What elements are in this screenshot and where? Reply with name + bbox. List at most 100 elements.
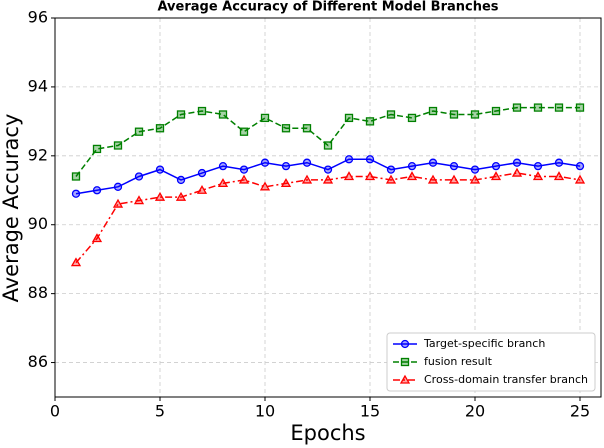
plot-frame (54, 17, 602, 398)
point (218, 162, 228, 171)
point (134, 127, 144, 136)
point (91, 233, 103, 243)
y-tick-label: 86 (28, 352, 48, 371)
x-tick-label: 0 (50, 402, 60, 421)
point (448, 174, 460, 184)
x-tick-label: 15 (360, 402, 380, 421)
x-tick-label: 5 (155, 402, 165, 421)
point (364, 171, 376, 181)
point (197, 168, 207, 178)
point (260, 113, 270, 123)
x-tick-label: 20 (465, 402, 485, 421)
legend-label: Target-specific branch (423, 337, 545, 350)
point (155, 124, 165, 133)
x-tick-label: 25 (570, 402, 590, 421)
point (575, 103, 585, 112)
legend-label: fusion result (424, 355, 493, 368)
point (71, 172, 81, 181)
point (512, 103, 522, 112)
y-tick-label: 90 (28, 214, 48, 233)
point (554, 158, 564, 167)
point (134, 172, 144, 181)
legend-label: Cross-domain transfer branch (424, 373, 588, 386)
point (70, 257, 82, 267)
point (491, 162, 501, 171)
point (92, 186, 102, 195)
point (280, 178, 292, 188)
legend-marker (400, 357, 410, 367)
point (197, 106, 207, 116)
point (533, 162, 543, 171)
line (75, 106, 580, 177)
point (281, 124, 291, 133)
point (113, 182, 123, 191)
point (386, 165, 396, 174)
point (301, 174, 313, 184)
point (533, 103, 543, 112)
point (302, 124, 312, 133)
point (112, 198, 124, 208)
point (365, 117, 375, 126)
point (239, 165, 249, 174)
point (343, 171, 355, 181)
point (92, 144, 102, 154)
point (386, 110, 396, 119)
point (407, 162, 417, 171)
point (427, 174, 439, 184)
y-axis-label: Average Accuracy (0, 114, 23, 303)
point (407, 113, 417, 123)
x-axis-label: Epochs (290, 421, 365, 445)
point (239, 127, 249, 136)
y-tick-label: 88 (28, 283, 48, 302)
point (176, 110, 186, 119)
series (71, 103, 585, 181)
point (133, 195, 145, 205)
point (175, 191, 187, 201)
point (512, 158, 522, 167)
point (155, 165, 165, 174)
point (428, 106, 438, 116)
point (344, 155, 354, 164)
point (449, 110, 459, 119)
point (196, 184, 208, 194)
point (259, 181, 271, 191)
series (70, 167, 586, 267)
legend-marker (399, 374, 411, 384)
y-tick-label: 92 (28, 145, 48, 164)
point (428, 158, 438, 167)
point (323, 141, 333, 150)
point (176, 175, 186, 185)
point (302, 158, 312, 167)
point (490, 171, 502, 181)
legend-box (386, 332, 596, 392)
point (71, 189, 81, 198)
point (554, 103, 564, 112)
point (406, 171, 418, 181)
point (470, 110, 480, 119)
point (532, 171, 544, 181)
point (575, 162, 585, 171)
point (469, 174, 481, 184)
point (365, 155, 375, 164)
point (238, 174, 250, 184)
point (491, 106, 501, 116)
y-tick-label: 96 (28, 8, 48, 27)
line (75, 172, 581, 264)
point (217, 178, 229, 188)
point (218, 110, 228, 119)
point (574, 174, 586, 184)
point (154, 191, 166, 201)
point (553, 171, 565, 181)
x-tick-label: 10 (255, 402, 275, 421)
point (470, 165, 480, 174)
series (71, 155, 585, 198)
point (344, 113, 354, 123)
point (322, 174, 334, 184)
point (113, 141, 123, 150)
y-tick-label: 94 (28, 76, 48, 95)
point (260, 158, 270, 167)
point (511, 167, 523, 177)
point (385, 174, 397, 184)
point (281, 162, 291, 171)
